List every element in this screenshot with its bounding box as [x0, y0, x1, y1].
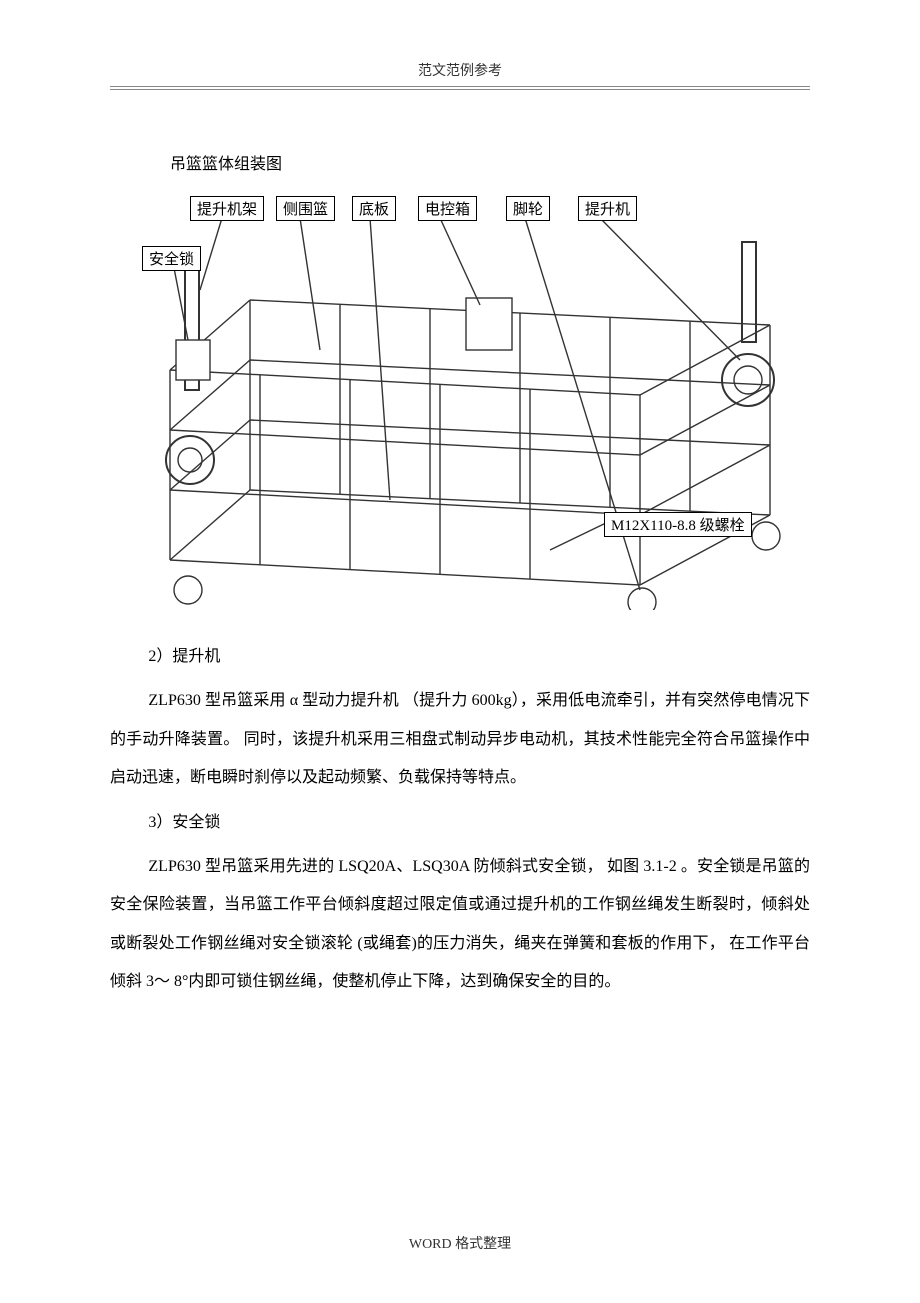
- label-caster: 脚轮: [506, 196, 550, 221]
- assembly-diagram: 提升机架 侧围篮 底板 电控箱 脚轮 提升机 安全锁 M12X110-8.8 级…: [130, 190, 790, 610]
- label-hoist-frame: 提升机架: [190, 196, 264, 221]
- label-bolt: M12X110-8.8 级螺栓: [604, 512, 752, 537]
- header-rule: [110, 86, 810, 90]
- diagram-svg: [130, 190, 790, 610]
- label-hoist: 提升机: [578, 196, 637, 221]
- page-footer: WORD 格式整理: [0, 1233, 920, 1253]
- section-3-paragraph: ZLP630 型吊篮采用先进的 LSQ20A、LSQ30A 防倾斜式安全锁， 如…: [110, 848, 810, 1002]
- page-header: 范文范例参考: [110, 60, 810, 80]
- page: 范文范例参考 吊篮篮体组装图 提升机架 侧围篮 底板 电控箱 脚轮 提升机 安全…: [0, 0, 920, 1303]
- section-2-paragraph: ZLP630 型吊篮采用 α 型动力提升机 （提升力 600kg），采用低电流牵…: [110, 682, 810, 797]
- section-2-head: 2）提升机: [110, 638, 810, 676]
- label-safety-lock: 安全锁: [142, 246, 201, 271]
- label-side-basket: 侧围篮: [276, 196, 335, 221]
- label-control-box: 电控箱: [418, 196, 477, 221]
- figure-caption: 吊篮篮体组装图: [170, 150, 810, 174]
- section-3-head: 3）安全锁: [110, 804, 810, 842]
- label-floor: 底板: [352, 196, 396, 221]
